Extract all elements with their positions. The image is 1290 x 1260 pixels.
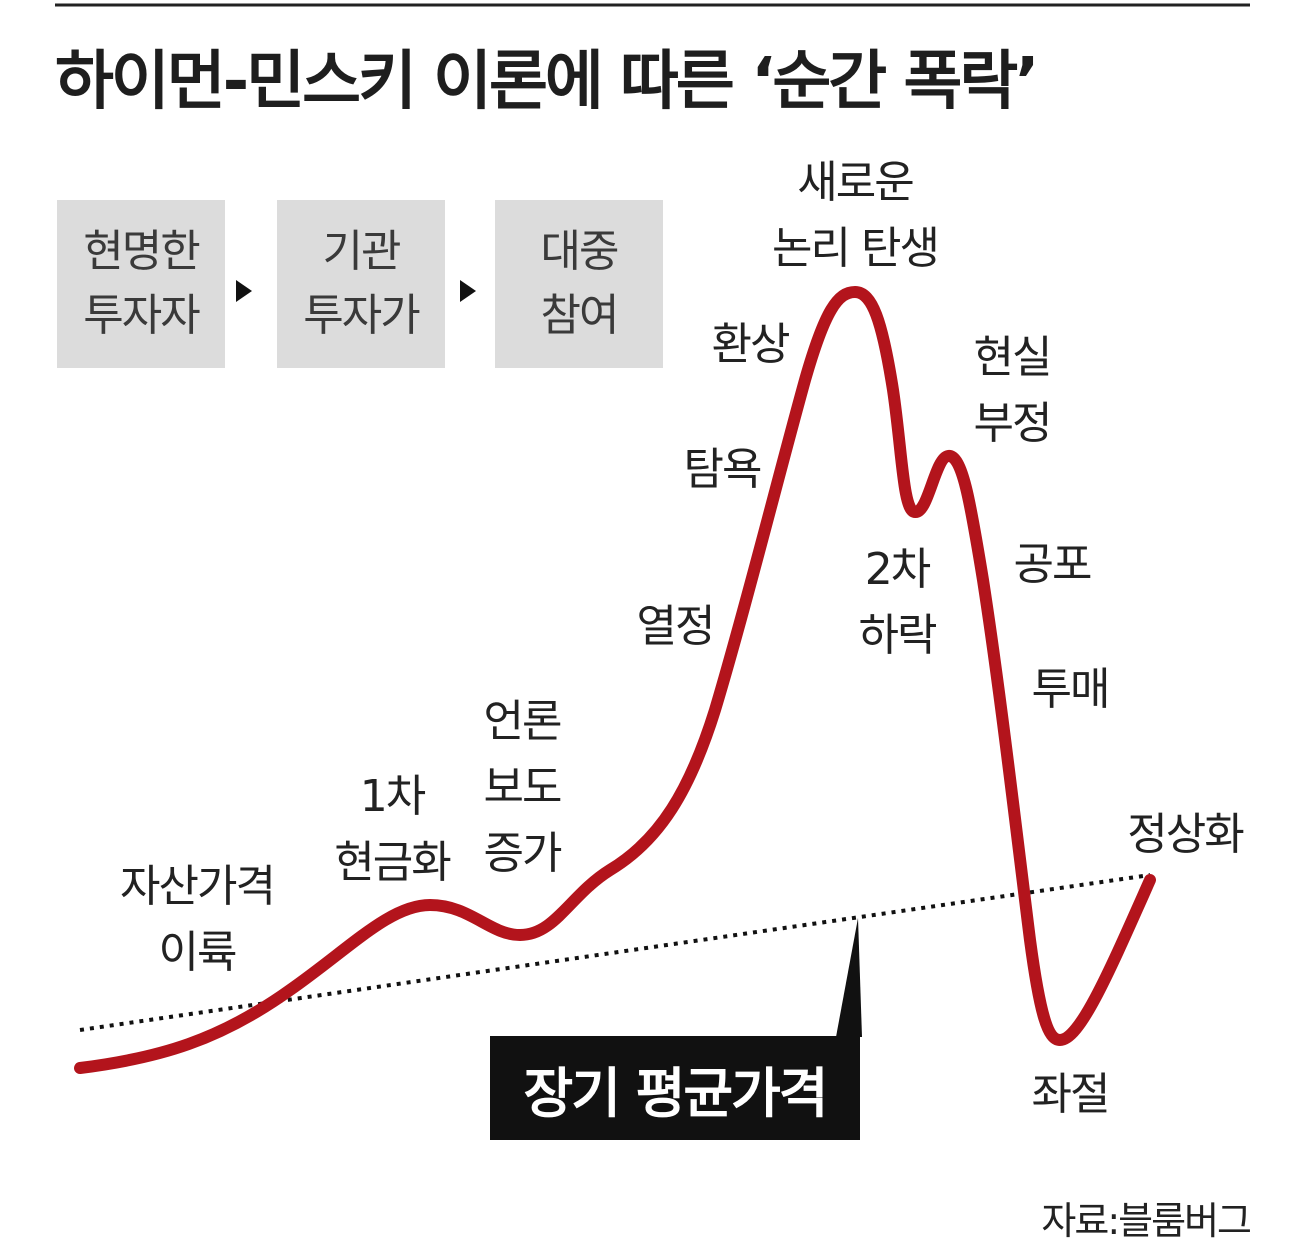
stage-line: 투자자 — [83, 290, 200, 341]
label-line: 하락 — [858, 610, 938, 661]
label-line: 1차 — [359, 771, 426, 822]
label-line: 부정 — [973, 398, 1053, 449]
label-enthusiasm: 열정 — [636, 594, 716, 660]
stage-box-institutional-investors: 기관 투자가 — [277, 200, 445, 368]
arrow-right-icon — [460, 280, 476, 302]
label-line: 정상화 — [1127, 809, 1244, 860]
stage-line: 참여 — [540, 290, 620, 341]
source-credit: 자료:블룸버그 — [1041, 1199, 1252, 1243]
stage-line: 기관 — [322, 226, 402, 277]
label-line: 새로운 — [797, 157, 914, 208]
label-line: 증가 — [483, 828, 563, 879]
label-line: 언론 — [483, 696, 563, 747]
label-line: 열정 — [636, 601, 716, 652]
stage-box-public-participation: 대중 참여 — [495, 200, 663, 368]
label-media-coverage: 언론 보도 증가 — [483, 689, 563, 887]
page-title: 하이먼-민스키 이론에 따른 ‘순간 폭락’ — [55, 45, 1037, 119]
stage-box-smart-investors: 현명한 투자자 — [57, 200, 225, 368]
mean-label-pointer — [836, 918, 862, 1037]
label-line: 공포 — [1013, 539, 1093, 590]
label-line: 탐욕 — [683, 444, 763, 495]
label-denial: 현실 부정 — [973, 325, 1053, 457]
label-second-decline: 2차 하락 — [858, 537, 938, 669]
label-line: 논리 탄생 — [772, 223, 940, 274]
label-line: 보도 — [483, 762, 563, 813]
label-capitulation: 투매 — [1031, 657, 1111, 723]
arrow-right-icon — [236, 280, 252, 302]
label-fear: 공포 — [1013, 532, 1093, 598]
long-term-average-label: 장기 평균가격 — [490, 1036, 860, 1140]
label-line: 자산가격 — [120, 861, 276, 912]
price-curve — [74, 286, 1156, 1074]
label-greed: 탐욕 — [683, 437, 763, 503]
label-normalization: 정상화 — [1127, 802, 1244, 868]
label-line: 이륙 — [158, 927, 238, 978]
label-line: 현실 — [973, 332, 1053, 383]
label-line: 환상 — [711, 319, 791, 370]
label-line: 현금화 — [334, 837, 451, 888]
label-despair: 좌절 — [1031, 1062, 1111, 1128]
label-new-paradigm: 새로운 논리 탄생 — [772, 150, 940, 282]
label-delusion: 환상 — [711, 312, 791, 378]
stage-line: 투자가 — [303, 290, 420, 341]
label-line: 투매 — [1031, 664, 1111, 715]
stage-line: 현명한 — [83, 226, 200, 277]
label-takeoff: 자산가격 이륙 — [120, 854, 276, 986]
label-first-cashout: 1차 현금화 — [334, 764, 451, 896]
stage-line: 대중 — [540, 226, 620, 277]
label-line: 2차 — [864, 544, 931, 595]
label-line: 좌절 — [1031, 1069, 1111, 1120]
